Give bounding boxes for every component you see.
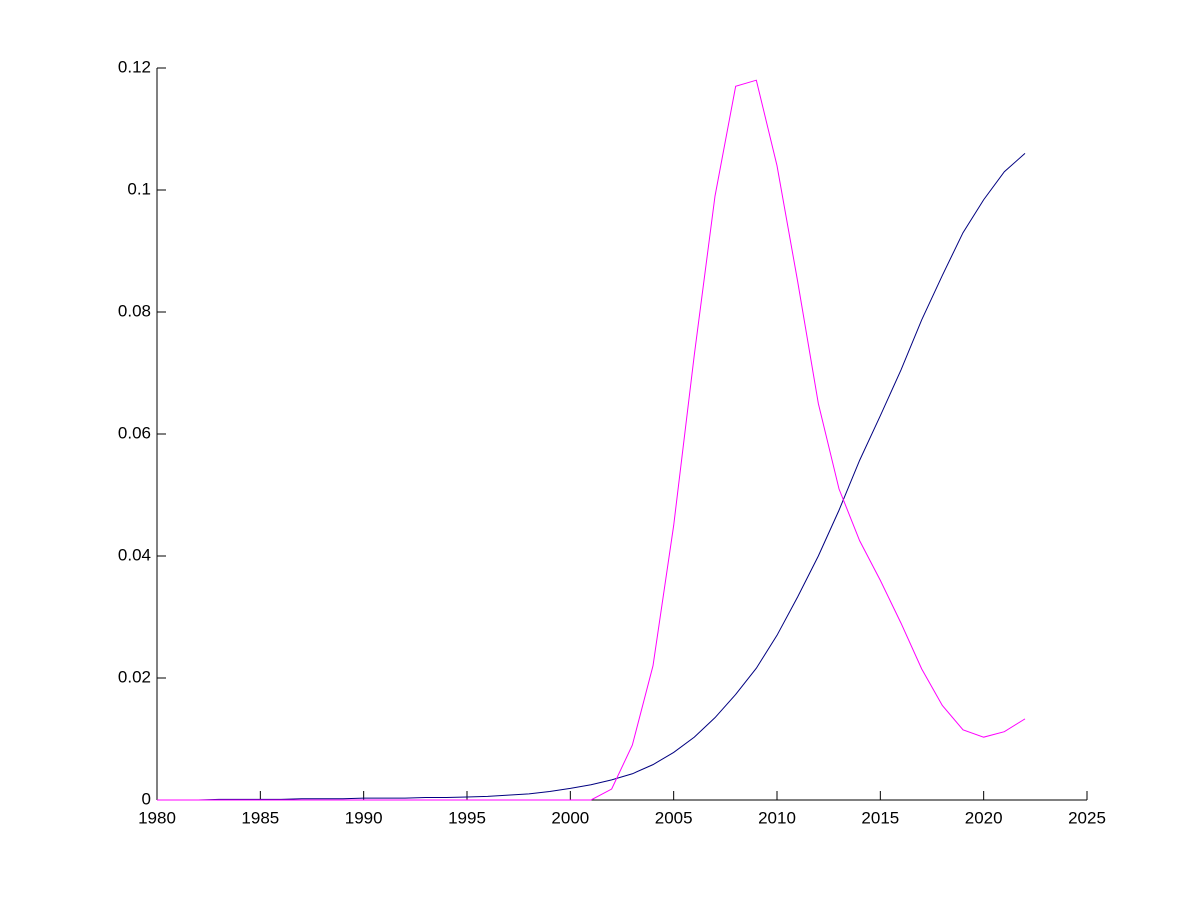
x-tick-label: 2020 [965,808,1003,827]
x-tick-label: 1995 [448,808,486,827]
y-tick-label: 0.02 [118,667,151,686]
y-tick-label: 0 [142,789,151,808]
y-tick-label: 0.06 [118,423,151,442]
x-tick-label: 1985 [241,808,279,827]
x-tick-label: 1980 [138,808,176,827]
y-tick-label: 0.1 [127,179,151,198]
y-tick-label: 0.08 [118,301,151,320]
y-tick-label: 0.04 [118,545,151,564]
x-tick-label: 1990 [345,808,383,827]
x-tick-label: 2005 [655,808,693,827]
y-tick-label: 0.12 [118,57,151,76]
line [157,79,1026,801]
x-tick-label: 2000 [551,808,589,827]
line [157,153,1026,801]
x-tick-label: 2010 [758,808,796,827]
x-tick-label: 2025 [1068,808,1106,827]
x-tick-label: 2015 [861,808,899,827]
